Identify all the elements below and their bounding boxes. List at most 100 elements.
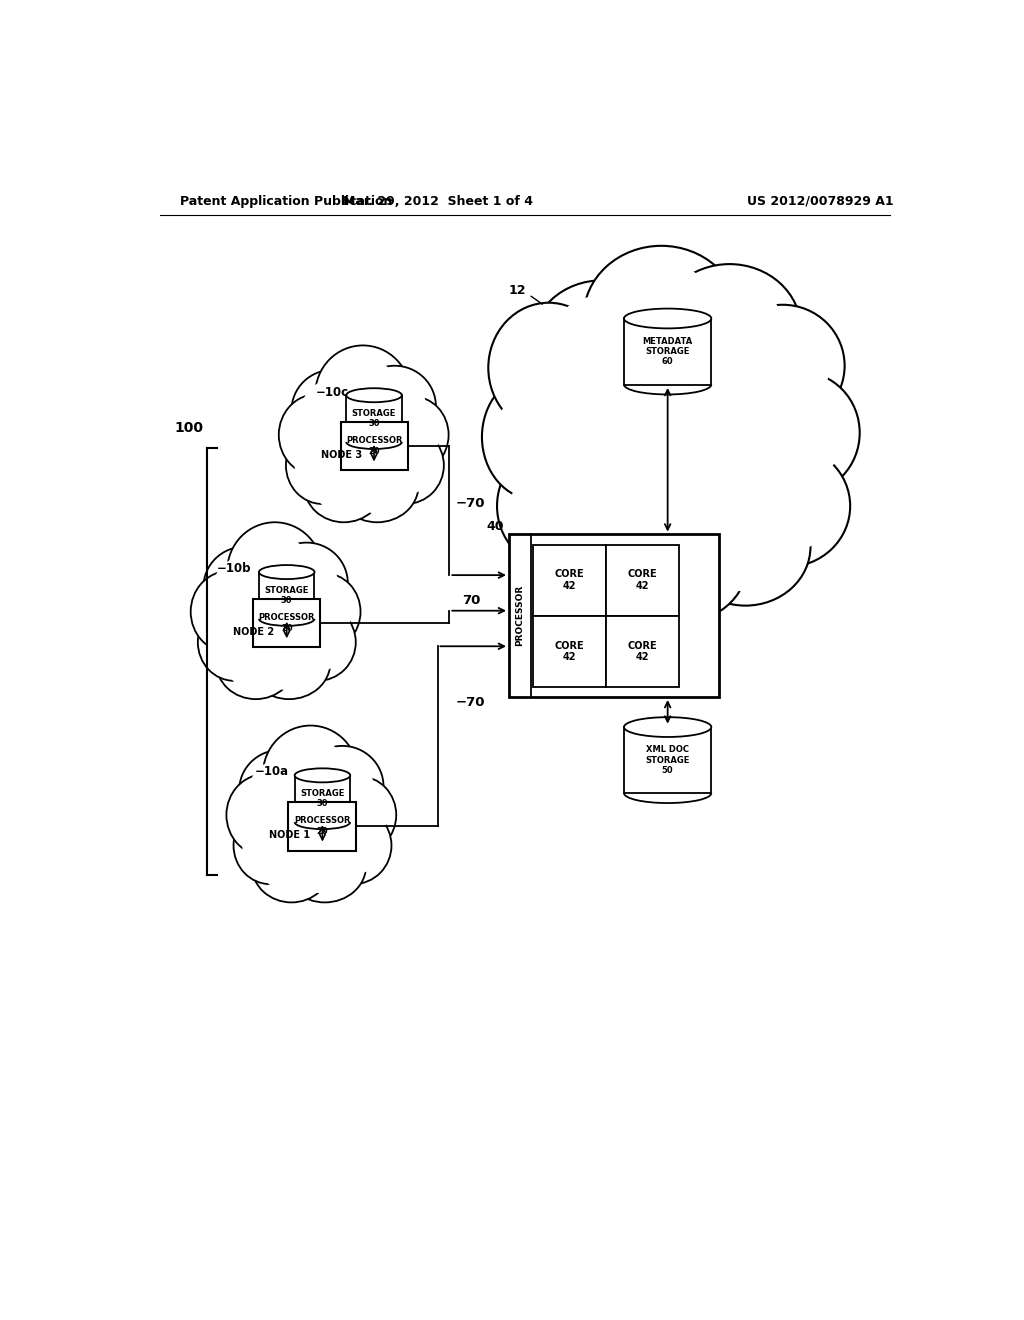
- Text: Mar. 29, 2012  Sheet 1 of 4: Mar. 29, 2012 Sheet 1 of 4: [342, 194, 532, 207]
- Text: −10c: −10c: [315, 385, 348, 399]
- Text: Patent Application Publication: Patent Application Publication: [179, 194, 392, 207]
- Ellipse shape: [735, 319, 829, 412]
- Ellipse shape: [332, 785, 387, 845]
- Text: XML DOC
STORAGE
50: XML DOC STORAGE 50: [645, 746, 690, 775]
- Ellipse shape: [296, 582, 352, 642]
- Ellipse shape: [292, 370, 374, 451]
- Ellipse shape: [261, 838, 322, 894]
- Ellipse shape: [311, 755, 374, 817]
- Text: −10b: −10b: [217, 561, 251, 574]
- Ellipse shape: [225, 635, 286, 690]
- Ellipse shape: [286, 426, 359, 504]
- Ellipse shape: [622, 520, 730, 610]
- Ellipse shape: [249, 760, 311, 821]
- Bar: [346, 395, 401, 442]
- Ellipse shape: [346, 388, 401, 403]
- Bar: [624, 318, 712, 384]
- Ellipse shape: [275, 552, 338, 614]
- Bar: [259, 572, 314, 619]
- Ellipse shape: [675, 280, 783, 379]
- Text: 70: 70: [462, 594, 480, 607]
- Ellipse shape: [232, 577, 323, 667]
- Ellipse shape: [327, 358, 399, 432]
- Ellipse shape: [305, 385, 424, 504]
- Text: NODE 3: NODE 3: [321, 450, 361, 461]
- Ellipse shape: [295, 436, 350, 495]
- Ellipse shape: [696, 502, 795, 591]
- Ellipse shape: [336, 449, 419, 523]
- Ellipse shape: [346, 458, 409, 513]
- Ellipse shape: [604, 506, 746, 624]
- Ellipse shape: [723, 445, 850, 568]
- Ellipse shape: [301, 380, 365, 441]
- Bar: [532, 545, 606, 616]
- Ellipse shape: [253, 766, 373, 884]
- Ellipse shape: [319, 400, 410, 490]
- Ellipse shape: [738, 459, 835, 552]
- Ellipse shape: [284, 829, 367, 903]
- Ellipse shape: [503, 318, 595, 417]
- Bar: [624, 727, 712, 793]
- Text: −70: −70: [456, 498, 485, 511]
- Ellipse shape: [288, 573, 360, 651]
- Ellipse shape: [624, 309, 712, 329]
- Bar: [341, 421, 409, 470]
- Bar: [509, 535, 719, 697]
- Ellipse shape: [721, 305, 845, 426]
- Ellipse shape: [757, 387, 846, 479]
- Ellipse shape: [376, 396, 449, 474]
- Text: 40: 40: [486, 520, 504, 533]
- Ellipse shape: [258, 635, 321, 690]
- Ellipse shape: [353, 366, 436, 447]
- Ellipse shape: [236, 784, 294, 846]
- Ellipse shape: [368, 426, 443, 504]
- Text: US 2012/0078929 A1: US 2012/0078929 A1: [748, 194, 894, 207]
- Text: STORAGE
30: STORAGE 30: [300, 789, 345, 808]
- Ellipse shape: [315, 807, 391, 884]
- Bar: [606, 545, 679, 616]
- Ellipse shape: [280, 603, 355, 681]
- Ellipse shape: [301, 746, 384, 828]
- Ellipse shape: [324, 776, 396, 854]
- Text: NODE 2: NODE 2: [232, 627, 273, 638]
- Ellipse shape: [531, 280, 672, 407]
- Ellipse shape: [263, 726, 358, 824]
- Ellipse shape: [552, 507, 650, 593]
- Ellipse shape: [289, 612, 346, 672]
- Ellipse shape: [313, 458, 374, 513]
- Text: PROCESSOR
20: PROCESSOR 20: [258, 614, 315, 632]
- Bar: [253, 598, 321, 647]
- Ellipse shape: [497, 445, 611, 568]
- Ellipse shape: [495, 389, 577, 484]
- Text: PROCESSOR: PROCESSOR: [515, 585, 524, 647]
- Text: CORE
42: CORE 42: [628, 640, 657, 663]
- Ellipse shape: [243, 816, 298, 875]
- Text: CORE
42: CORE 42: [554, 569, 584, 591]
- Bar: [532, 615, 606, 686]
- Text: CORE
42: CORE 42: [628, 569, 657, 591]
- Ellipse shape: [207, 612, 262, 672]
- Text: STORAGE
30: STORAGE 30: [264, 586, 309, 605]
- Ellipse shape: [304, 449, 384, 523]
- Ellipse shape: [248, 626, 331, 700]
- Ellipse shape: [384, 405, 440, 465]
- Bar: [606, 615, 679, 686]
- Text: 12: 12: [508, 284, 525, 297]
- Ellipse shape: [259, 565, 314, 579]
- Ellipse shape: [279, 395, 355, 475]
- Bar: [289, 801, 355, 850]
- Ellipse shape: [680, 487, 811, 606]
- Text: METADATA
STORAGE
60: METADATA STORAGE 60: [642, 337, 693, 367]
- Text: 100: 100: [174, 421, 204, 434]
- Ellipse shape: [549, 296, 655, 391]
- Ellipse shape: [213, 557, 276, 618]
- Ellipse shape: [325, 816, 382, 875]
- Ellipse shape: [252, 829, 331, 903]
- Ellipse shape: [602, 263, 721, 371]
- Ellipse shape: [315, 346, 411, 444]
- Ellipse shape: [233, 807, 306, 884]
- Text: PROCESSOR
20: PROCESSOR 20: [294, 817, 350, 836]
- Ellipse shape: [190, 572, 267, 652]
- Ellipse shape: [536, 492, 666, 607]
- Ellipse shape: [288, 404, 346, 466]
